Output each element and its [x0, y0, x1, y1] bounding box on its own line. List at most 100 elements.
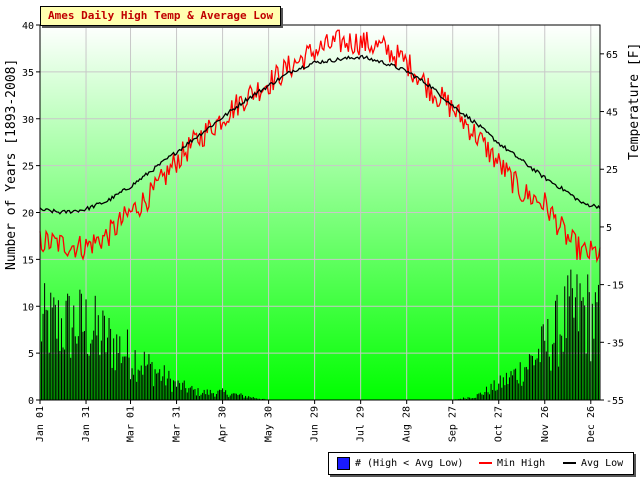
bar	[172, 380, 174, 400]
bar-series	[39, 269, 601, 400]
bar	[171, 391, 173, 400]
bar	[459, 398, 461, 400]
bar	[62, 347, 64, 400]
bar	[197, 388, 199, 400]
bar	[139, 370, 141, 400]
bar	[100, 340, 102, 400]
bar	[225, 390, 227, 400]
y-left-tick-label: 15	[22, 255, 34, 266]
legend-item-min-high: Min High	[479, 453, 545, 474]
bar	[261, 398, 263, 400]
bar	[493, 380, 495, 400]
bar	[199, 395, 201, 400]
bar	[565, 338, 567, 400]
bar	[94, 295, 96, 400]
bar	[530, 355, 532, 400]
min-high-line	[39, 29, 601, 264]
x-tick-label: Dec 26	[586, 406, 597, 442]
bar	[56, 338, 58, 400]
bar	[525, 366, 527, 400]
bar	[470, 398, 472, 400]
bar	[571, 288, 573, 400]
bar	[524, 367, 526, 400]
x-tick-label: Nov 26	[540, 406, 551, 442]
bar	[185, 388, 187, 400]
bar	[570, 269, 572, 400]
bar	[462, 397, 464, 400]
x-tick-label: Jun 29	[310, 406, 321, 442]
bar	[146, 364, 148, 400]
bar	[91, 339, 93, 400]
bar	[467, 397, 469, 400]
bar	[545, 351, 547, 400]
bar	[538, 348, 540, 400]
bar	[110, 328, 112, 400]
bar	[243, 397, 245, 400]
bar	[191, 385, 193, 400]
bar	[593, 338, 595, 400]
bar	[469, 397, 471, 400]
bar	[140, 365, 142, 400]
bar	[99, 355, 101, 400]
bar	[134, 350, 136, 400]
y-left-tick-label: 0	[28, 396, 34, 407]
bar	[80, 293, 82, 400]
bar	[254, 398, 256, 400]
bar	[536, 358, 538, 400]
bar	[47, 310, 49, 400]
bar	[192, 389, 194, 400]
legend-label-bars: # (High < Avg Low)	[355, 458, 464, 469]
bar	[561, 335, 563, 400]
legend: # (High < Avg Low) Min High Avg Low	[328, 452, 634, 475]
bar	[50, 292, 52, 400]
bar	[136, 381, 138, 400]
bar	[212, 393, 214, 400]
y-right-tick-label: -55	[606, 396, 624, 407]
bar	[145, 365, 147, 400]
bar	[481, 394, 483, 400]
bar	[238, 394, 240, 400]
bar	[550, 370, 552, 400]
bar	[515, 368, 517, 400]
x-tick-label: Sep 27	[448, 406, 459, 442]
bar	[499, 375, 501, 400]
bar	[114, 370, 116, 400]
left-axis-ticks: 0 5 10 15 20 25 30 35 40	[22, 21, 40, 407]
y-left-tick-label: 5	[28, 349, 34, 360]
bar	[214, 396, 216, 400]
bar	[188, 388, 190, 400]
bar	[41, 341, 43, 400]
bar	[153, 386, 155, 400]
bar	[510, 371, 512, 400]
bar	[159, 369, 161, 400]
x-tick-label: Oct 27	[494, 406, 505, 442]
y-right-tick-label: -15	[606, 281, 624, 292]
bar	[472, 398, 474, 400]
bar	[567, 275, 569, 400]
bar	[579, 283, 581, 400]
bar	[169, 378, 171, 400]
y-left-label: Number of Years [1893-2008]	[4, 58, 19, 270]
bar	[235, 393, 237, 400]
bar	[242, 394, 244, 400]
y-left-tick-label: 10	[22, 302, 34, 313]
bar	[492, 389, 494, 400]
bar	[67, 293, 69, 400]
bar	[206, 389, 208, 400]
bar	[573, 317, 575, 400]
bar	[44, 283, 46, 400]
x-tick-label: Mar 01	[126, 406, 137, 442]
bar	[542, 324, 544, 400]
bar	[65, 300, 67, 400]
bar	[518, 383, 520, 400]
bar	[527, 369, 529, 400]
bar	[584, 305, 586, 400]
bar	[103, 315, 105, 400]
bar	[87, 353, 89, 400]
bar	[74, 336, 76, 400]
bar	[489, 394, 491, 400]
bar	[96, 335, 98, 400]
bar	[558, 366, 560, 400]
bar	[229, 395, 231, 400]
bar	[93, 330, 95, 400]
